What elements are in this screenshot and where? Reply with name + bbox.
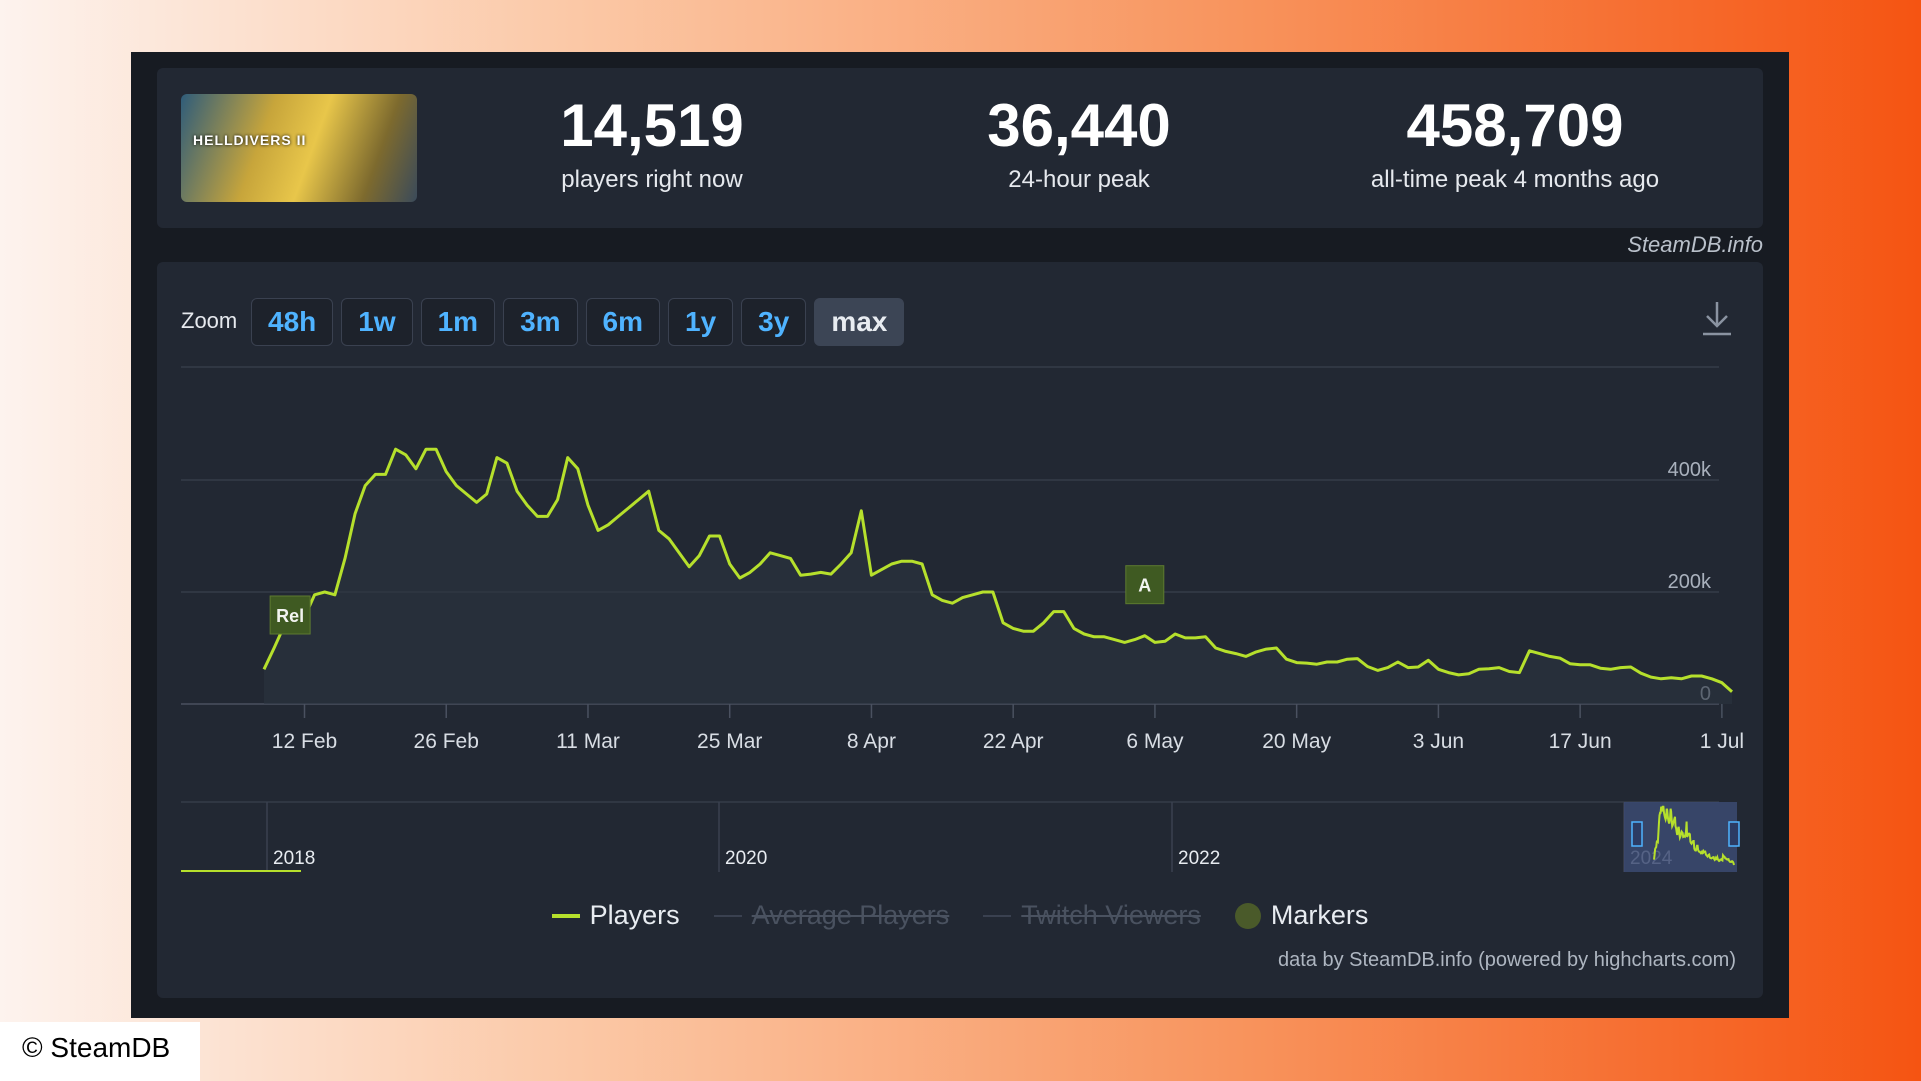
x-tick-label: 20 May xyxy=(1262,730,1331,753)
players-now-stat: 14,519 players right now xyxy=(502,86,802,194)
navigator-year-label: 2018 xyxy=(273,848,315,869)
x-tick-label: 3 Jun xyxy=(1413,730,1464,753)
twitch-swatch xyxy=(983,914,1012,917)
marker-rel xyxy=(269,595,311,635)
zoom-label: Zoom xyxy=(181,308,238,333)
legend-players[interactable]: Players xyxy=(551,900,680,931)
peak-24h-stat: 36,440 24-hour peak xyxy=(929,86,1229,194)
peak-24h-label: 24-hour peak xyxy=(1008,166,1150,193)
average-swatch xyxy=(713,914,742,917)
players-series-line xyxy=(262,447,1733,693)
marker-label: A xyxy=(1138,576,1151,596)
legend-average-label: Average Players xyxy=(751,900,950,930)
players-area xyxy=(264,449,1732,704)
markers-dot-icon xyxy=(1234,902,1261,929)
source-label[interactable]: SteamDB.info xyxy=(1627,232,1763,257)
x-tick-label: 22 Apr xyxy=(983,730,1044,753)
x-tick-label: 17 Jun xyxy=(1549,730,1612,753)
x-tick-label: 1 Jul xyxy=(1700,730,1744,753)
x-tick-label: 25 Mar xyxy=(697,730,762,753)
zoom-button-1w[interactable]: 1w xyxy=(341,298,413,346)
download-icon[interactable] xyxy=(1699,298,1735,338)
legend-markers-label: Markers xyxy=(1270,900,1369,930)
chart-credits[interactable]: data by SteamDB.info (powered by highcha… xyxy=(1278,949,1736,971)
zoom-button-max[interactable]: max xyxy=(814,298,905,346)
alltime-peak-value: 458,709 xyxy=(1406,92,1624,159)
x-tick-label: 11 Mar xyxy=(556,730,620,753)
zoom-button-6m[interactable]: 6m xyxy=(585,298,661,346)
marker-label: Rel xyxy=(276,606,304,626)
zoom-button-1y[interactable]: 1y xyxy=(668,298,734,346)
players-swatch xyxy=(551,913,580,918)
alltime-peak-label: all-time peak 4 months ago xyxy=(1370,166,1660,193)
legend-average-players[interactable]: Average Players xyxy=(713,900,950,931)
y-tick-label: 400k xyxy=(1668,459,1712,481)
navigator-handle-left xyxy=(1631,821,1643,847)
zoom-buttons: 48h 1w 1m 3m 6m 1y 3y max xyxy=(251,298,905,346)
copyright-label: © SteamDB xyxy=(0,1022,200,1081)
legend-twitch-viewers[interactable]: Twitch Viewers xyxy=(983,900,1201,931)
zoom-button-3y[interactable]: 3y xyxy=(741,298,807,346)
x-tick-label: 6 May xyxy=(1126,730,1184,753)
peak-24h-value: 36,440 xyxy=(987,92,1171,159)
legend-players-label: Players xyxy=(589,900,680,930)
marker-a xyxy=(1125,565,1165,605)
alltime-peak-stat: 458,709 all-time peak 4 months ago xyxy=(1315,86,1715,194)
navigator-series-line xyxy=(1653,805,1735,866)
players-now-value: 14,519 xyxy=(560,92,744,159)
legend-markers[interactable]: Markers xyxy=(1234,900,1369,931)
chart-legend: Players Average Players Twitch Viewers M… xyxy=(157,900,1763,931)
players-now-label: players right now xyxy=(561,166,743,193)
zoom-button-48h[interactable]: 48h xyxy=(251,298,334,346)
x-tick-label: 12 Feb xyxy=(272,730,337,753)
navigator-handle-right xyxy=(1728,821,1740,847)
x-tick-label: 26 Feb xyxy=(414,730,479,753)
game-logo-text: HELLDIVERS II xyxy=(193,132,307,148)
stats-card: HELLDIVERS II 14,519 players right now 3… xyxy=(157,68,1763,228)
game-thumbnail[interactable]: HELLDIVERS II xyxy=(181,94,417,202)
zoom-button-3m[interactable]: 3m xyxy=(503,298,578,346)
zoom-button-1m[interactable]: 1m xyxy=(420,298,496,346)
legend-twitch-label: Twitch Viewers xyxy=(1021,900,1201,930)
y-tick-label: 200k xyxy=(1668,571,1712,593)
navigator-year-label: 2022 xyxy=(1178,848,1220,869)
x-tick-label: 8 Apr xyxy=(847,730,896,753)
navigator-year-label: 2020 xyxy=(725,848,767,869)
